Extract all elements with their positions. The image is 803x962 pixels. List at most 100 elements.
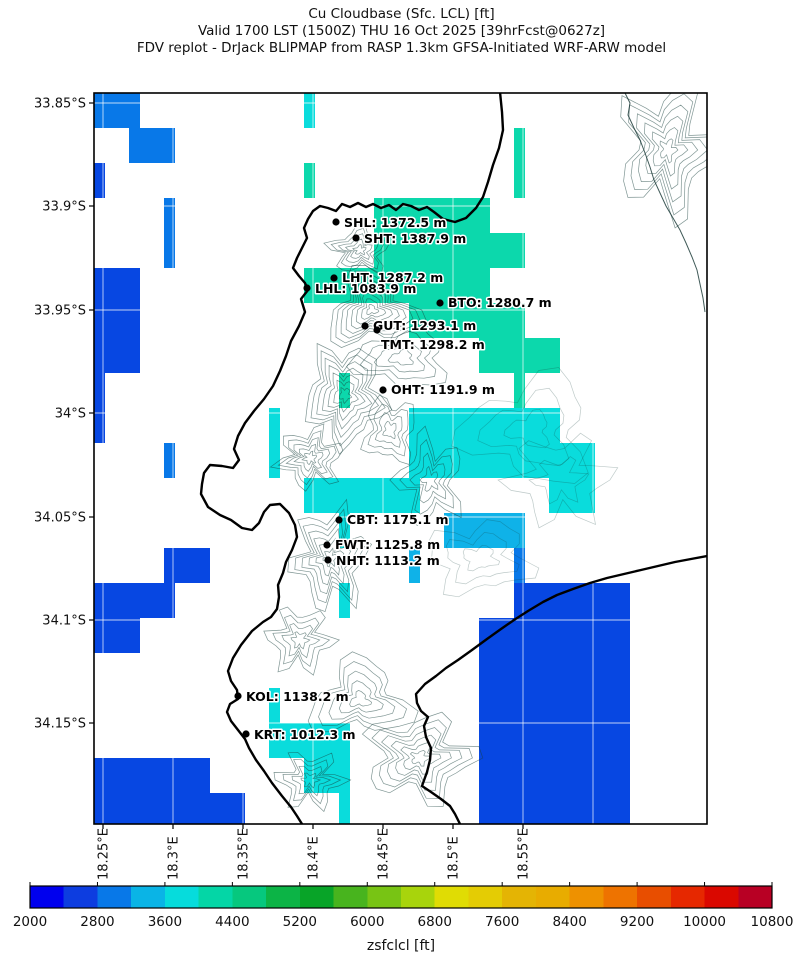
terrain-contour <box>305 342 393 455</box>
colorbar-tick-label: 6000 <box>350 914 384 930</box>
colorbar-tick-label: 2000 <box>13 914 47 930</box>
terrain-contour <box>328 670 396 720</box>
terrain-contour <box>429 519 540 598</box>
terrain-contour <box>269 423 344 492</box>
colorbar-border <box>29 885 773 909</box>
terrain-contour <box>318 661 408 726</box>
station-marker-TMT <box>373 326 381 334</box>
field-cell <box>409 408 560 443</box>
coastline <box>199 93 505 824</box>
terrain-contour <box>281 623 321 659</box>
colorbar-segment <box>434 886 469 908</box>
field-cell <box>514 163 525 198</box>
colorbar-tick-label: 8400 <box>552 914 586 930</box>
field-cell <box>409 303 525 338</box>
colorbar-segment <box>502 886 537 908</box>
terrain-contour <box>390 734 452 783</box>
colorbar-segment <box>535 886 571 908</box>
field-cell <box>479 688 630 723</box>
field-cell <box>479 653 630 688</box>
station-marker-BTO <box>436 299 444 307</box>
colorbar-segment <box>367 886 402 908</box>
colorbar-segment <box>670 886 706 908</box>
x-axis-tick-label: 18.55°E <box>517 828 532 880</box>
terrain-contour <box>315 537 345 577</box>
terrain-contour <box>323 222 391 275</box>
field-cell <box>479 338 560 373</box>
terrain-contour <box>374 412 403 448</box>
terrain-contour <box>366 304 380 316</box>
colorbar-segment <box>97 886 132 908</box>
field-cell <box>304 93 315 128</box>
station-marker-FWT <box>323 541 331 549</box>
station-label-KOL: KOL: 1138.2 m <box>246 689 349 704</box>
y-axis-tick-label: 33.85°S <box>34 97 86 112</box>
terrain-contour <box>290 631 311 650</box>
field-cell <box>94 793 245 824</box>
terrain-contour <box>409 452 446 504</box>
y-axis-tick-label: 34.15°S <box>34 717 86 732</box>
terrain-contour <box>636 104 707 203</box>
colorbar-segment <box>30 886 65 908</box>
terrain-contour <box>367 403 409 457</box>
terrain-contour <box>308 527 352 586</box>
colorbar-segment <box>637 886 672 908</box>
station-label-BTO: BTO: 1280.7 m <box>448 295 552 310</box>
terrain-contour <box>293 443 324 472</box>
terrain-contour <box>361 298 387 320</box>
colorbar-segment <box>198 886 233 908</box>
terrain-contour <box>360 394 415 465</box>
terrain-contour <box>300 772 322 789</box>
station-label-OHT: OHT: 1191.9 m <box>391 382 495 397</box>
terrain-contour <box>451 367 589 484</box>
figure-title: Cu Cloudbase (Sfc. LCL) [ft] <box>308 6 495 22</box>
colorbar-segment <box>299 886 335 908</box>
colorbar-tick-label: 6800 <box>418 914 452 930</box>
station-label-TMT: TMT: 1298.2 m <box>381 337 485 352</box>
terrain-contour <box>349 690 373 707</box>
x-axis-tick-label: 18.35°E <box>237 828 252 880</box>
axes: 33.85°S 33.9°S 33.95°S 34°S 34.05°S 34.1°S 34.… <box>34 97 531 881</box>
terrain-contour <box>462 544 501 572</box>
colorbar-segment <box>468 886 503 908</box>
field-cell <box>94 618 140 653</box>
field-cell <box>164 198 175 233</box>
terrain-contour <box>272 614 331 667</box>
colorbar-segment <box>738 886 773 908</box>
field-cell <box>94 338 140 373</box>
station-label-NHT: NHT: 1113.2 m <box>336 553 440 568</box>
field-cell <box>374 233 525 268</box>
terrain-contour <box>337 233 379 265</box>
x-axis-tick-label: 18.5°E <box>447 836 462 880</box>
field-cell <box>479 723 630 758</box>
field-cell <box>164 233 175 268</box>
terrain-contour <box>338 680 384 714</box>
terrain-contour <box>381 727 463 791</box>
colorbar-tick-label: 4400 <box>215 914 249 930</box>
colorbar-segment <box>603 886 638 908</box>
terrain-contours <box>263 93 707 813</box>
terrain-contour <box>359 330 437 380</box>
terrain-contour <box>340 276 414 339</box>
station-marker-OHT <box>379 386 387 394</box>
field-cell <box>94 758 210 793</box>
terrain-contour <box>361 711 484 807</box>
terrain-contour <box>322 364 373 430</box>
terrain-contour <box>651 127 689 177</box>
terrain-contour <box>419 465 439 492</box>
figure-valid-time: Valid 1700 LST (1500Z) THU 16 Oct 2025 [… <box>197 23 606 39</box>
field-cell <box>339 793 350 824</box>
field-cell <box>339 583 350 618</box>
field-cell <box>94 268 140 303</box>
terrain-contour <box>291 765 332 797</box>
y-axis-tick-label: 34.05°S <box>34 511 86 526</box>
station-label-SHL: SHL: 1372.5 m <box>344 215 446 230</box>
terrain-contour <box>327 372 366 422</box>
mountain-front-contour <box>624 93 706 313</box>
terrain-contour <box>352 244 367 256</box>
terrain-contour <box>322 547 338 568</box>
field-cell <box>374 198 490 233</box>
terrain-contour <box>277 430 337 486</box>
terrain-contour <box>409 750 431 767</box>
terrain-contour <box>285 437 331 479</box>
